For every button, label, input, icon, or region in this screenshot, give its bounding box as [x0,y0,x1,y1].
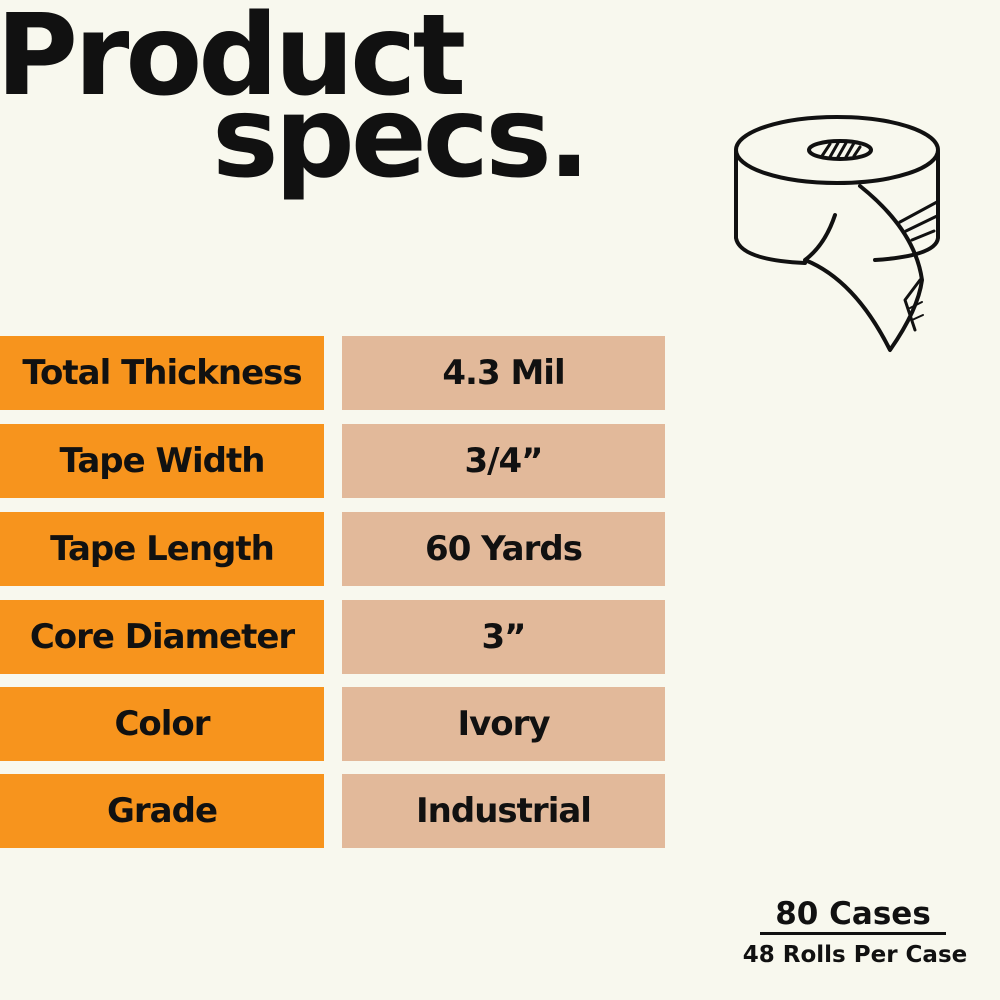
spec-row-grade: Grade Industrial [0,774,666,848]
case-count: 80 Cases [760,896,946,935]
spec-value: Ivory [342,687,665,761]
spec-label: Core Diameter [0,600,324,674]
rolls-per-case: 48 Rolls Per Case [742,942,968,968]
spec-value: Industrial [342,774,665,848]
spec-value: 60 Yards [342,512,665,586]
spec-value: 3/4” [342,424,665,498]
spec-row-total-thickness: Total Thickness 4.3 Mil [0,336,666,410]
spec-label: Tape Width [0,424,324,498]
spec-row-tape-length: Tape Length 60 Yards [0,512,666,586]
spec-value: 4.3 Mil [342,336,665,410]
spec-label: Tape Length [0,512,324,586]
page-title-line1: Product [0,0,466,121]
spec-row-color: Color Ivory [0,687,666,761]
spec-row-core-diameter: Core Diameter 3” [0,600,666,674]
spec-row-tape-width: Tape Width 3/4” [0,424,666,498]
page-title-line2: specs. [212,73,590,203]
spec-label: Color [0,687,324,761]
tape-roll-icon [734,115,940,352]
spec-label: Grade [0,774,324,848]
spec-value: 3” [342,600,665,674]
spec-label: Total Thickness [0,336,324,410]
